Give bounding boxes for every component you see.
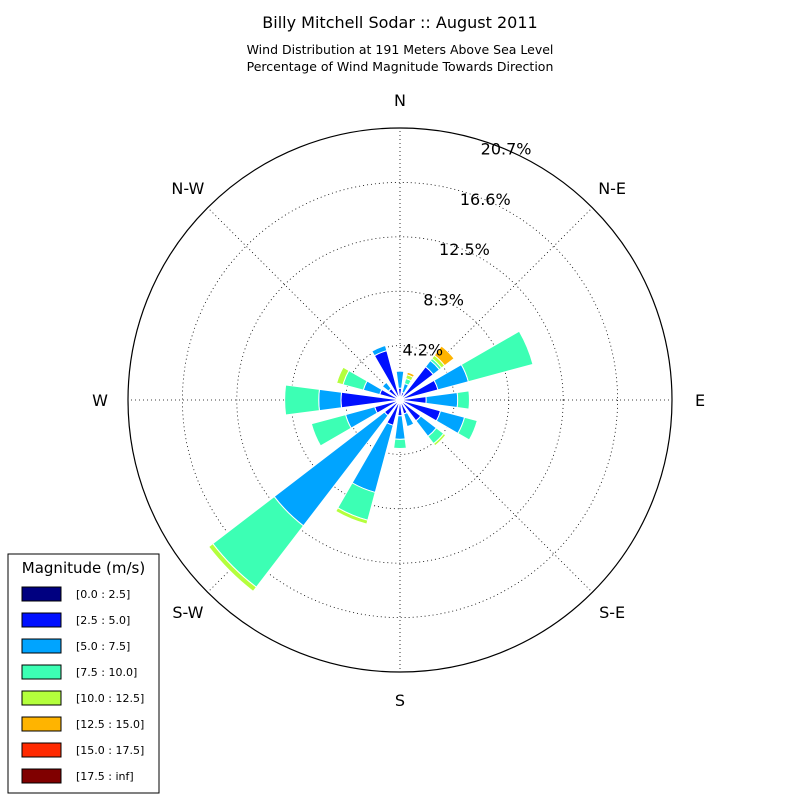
- ring-label: 8.3%: [423, 290, 464, 309]
- legend-swatch: [21, 716, 62, 732]
- direction-label: S: [395, 691, 405, 710]
- direction-label: E: [695, 391, 705, 410]
- legend-label: [5.0 : 7.5]: [76, 640, 130, 653]
- axis-labels: N N-E E S-E S S-W W N-W 4.2% 8.3% 12.5% 16.6% 20.7%: [92, 91, 705, 710]
- windrose-bar-segment: [336, 366, 350, 386]
- windrose-bar-segment: [406, 371, 416, 378]
- legend-label: [15.0 : 17.5]: [76, 744, 144, 757]
- windrose-bar-segment: [433, 345, 455, 367]
- legend-title: Magnitude (m/s): [22, 559, 145, 577]
- windrose-bar-segment: [381, 381, 392, 392]
- windrose-bar-segment: [425, 391, 459, 409]
- chart-subtitle-2: Percentage of Wind Magnitude Towards Dir…: [247, 59, 554, 74]
- windrose-bar-segment: [456, 390, 470, 410]
- ring-label: 12.5%: [439, 240, 490, 259]
- legend-label: [7.5 : 10.0]: [76, 666, 137, 679]
- windrose-bar-segment: [371, 344, 388, 357]
- chart-title: Billy Mitchell Sodar :: August 2011: [262, 13, 537, 32]
- legend-swatch: [21, 690, 62, 706]
- windrose-bar-segment: [318, 388, 343, 412]
- direction-label: N-W: [171, 179, 204, 198]
- grid-spoke: [207, 207, 401, 401]
- legend-label: [0.0 : 2.5]: [76, 588, 130, 601]
- windrose-bars: [207, 330, 534, 593]
- windrose-bar-segment: [394, 415, 406, 440]
- grid-ring: [181, 181, 619, 619]
- direction-label: N-E: [598, 179, 626, 198]
- legend-swatch: [21, 768, 62, 784]
- legend-swatch: [21, 612, 62, 628]
- outer-ring: [127, 127, 673, 673]
- legend-label: [17.5 : inf]: [76, 770, 134, 783]
- legend-label: [10.0 : 12.5]: [76, 692, 144, 705]
- legend-swatch: [21, 586, 62, 602]
- windrose-bar-segment: [395, 370, 405, 389]
- windrose-bar-segment: [310, 413, 352, 447]
- ring-label: 20.7%: [481, 140, 532, 159]
- windrose-bar-segment: [207, 542, 258, 593]
- windrose-bar-segment: [457, 416, 478, 441]
- direction-label: W: [92, 391, 108, 410]
- grid-ring: [236, 236, 564, 564]
- legend-swatch: [21, 742, 62, 758]
- legend-label: [2.5 : 5.0]: [76, 614, 130, 627]
- grid-spoke: [399, 399, 593, 593]
- direction-label: S-E: [599, 603, 625, 622]
- direction-label: S-W: [172, 603, 203, 622]
- windrose-bar-segment: [403, 411, 415, 428]
- grid-spoke: [399, 207, 593, 401]
- legend: Magnitude (m/s) [0.0 : 2.5] [2.5 : 5.0] [5.…: [7, 553, 160, 794]
- windrose-bar-segment: [335, 507, 369, 525]
- direction-label: N: [394, 91, 406, 110]
- legend-label: [12.5 : 15.0]: [76, 718, 144, 731]
- windrose-bar-segment: [460, 330, 534, 383]
- ring-label: 4.2%: [402, 341, 443, 360]
- windrose-bar-segment: [393, 438, 407, 450]
- windrose-bar-segment: [284, 384, 320, 416]
- chart-subtitle-1: Wind Distribution at 191 Meters Above Se…: [247, 42, 554, 57]
- legend-swatch: [21, 664, 62, 680]
- legend-swatch: [21, 638, 62, 654]
- ring-label: 16.6%: [460, 190, 511, 209]
- windrose-bar-segment: [432, 432, 447, 447]
